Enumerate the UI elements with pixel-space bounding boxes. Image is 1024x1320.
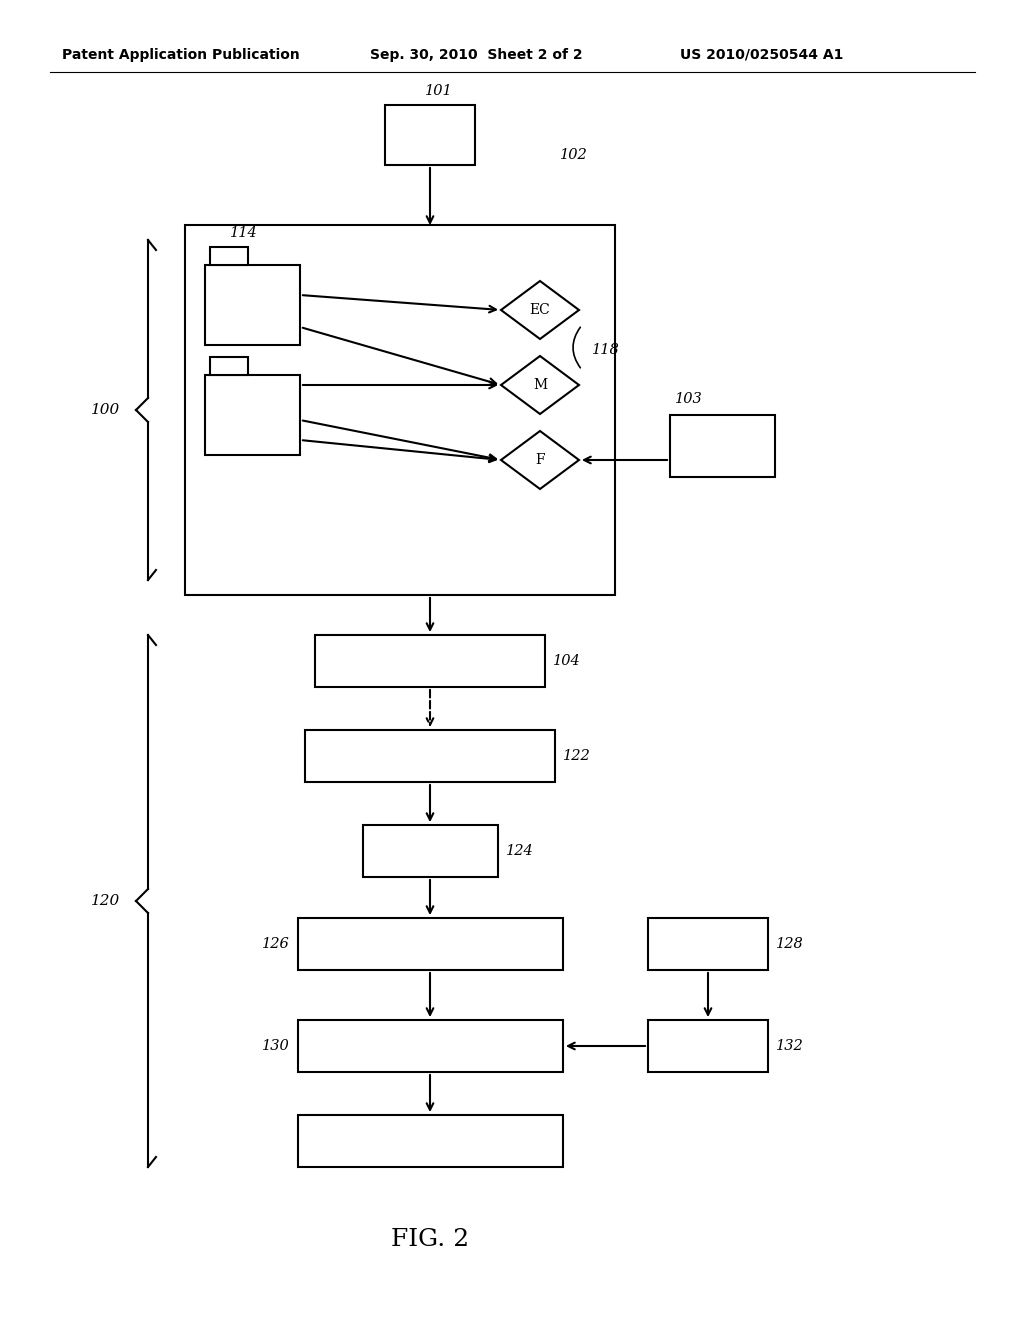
Text: 120: 120 (91, 894, 120, 908)
Bar (305, 730, 555, 781)
Bar (298, 1115, 563, 1167)
Text: Sep. 30, 2010  Sheet 2 of 2: Sep. 30, 2010 Sheet 2 of 2 (370, 48, 583, 62)
Text: 103: 103 (675, 392, 702, 407)
Text: F: F (536, 453, 545, 467)
Bar (205, 375, 300, 455)
Text: 126: 126 (262, 937, 290, 950)
Bar (670, 414, 775, 477)
Text: M: M (532, 378, 547, 392)
Bar (298, 1020, 563, 1072)
Polygon shape (501, 356, 579, 414)
Text: 102: 102 (560, 148, 588, 162)
Polygon shape (501, 281, 579, 339)
Text: 122: 122 (563, 748, 591, 763)
Bar (205, 265, 300, 345)
Bar (315, 635, 545, 686)
Bar (385, 106, 475, 165)
Text: 114: 114 (230, 226, 258, 240)
Polygon shape (501, 432, 579, 488)
Bar (648, 1020, 768, 1072)
Bar (362, 825, 498, 876)
Text: Patent Application Publication: Patent Application Publication (62, 48, 300, 62)
Text: 130: 130 (262, 1039, 290, 1053)
Text: EC: EC (529, 304, 550, 317)
Text: 100: 100 (91, 403, 120, 417)
Text: US 2010/0250544 A1: US 2010/0250544 A1 (680, 48, 844, 62)
Bar (185, 224, 615, 595)
Bar (210, 247, 248, 265)
Text: 124: 124 (506, 843, 534, 858)
Text: 104: 104 (553, 653, 581, 668)
Text: 118: 118 (592, 343, 620, 356)
Text: 101: 101 (425, 84, 453, 98)
Bar (298, 917, 563, 970)
Text: FIG. 2: FIG. 2 (391, 1229, 469, 1251)
Text: 128: 128 (776, 937, 804, 950)
Bar (648, 917, 768, 970)
Bar (210, 356, 248, 375)
Text: 132: 132 (776, 1039, 804, 1053)
